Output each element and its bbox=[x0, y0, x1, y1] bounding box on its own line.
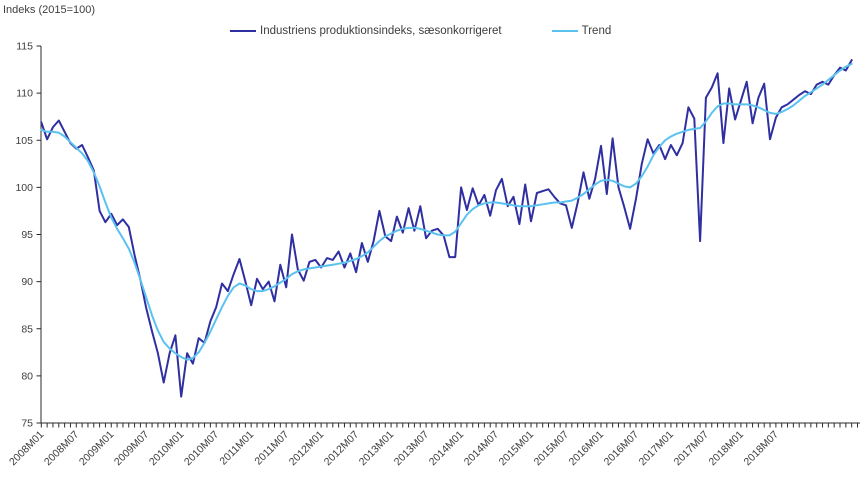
y-tick-label: 100 bbox=[15, 182, 33, 194]
x-tick-label: 2013M07 bbox=[392, 429, 432, 469]
legend-label-production-index: Industriens produktionsindeks, sæsonkorr… bbox=[260, 25, 502, 37]
x-tick-label: 2009M07 bbox=[112, 429, 152, 469]
x-tick-label: 2010M07 bbox=[182, 429, 222, 469]
x-tick-label: 2011M01 bbox=[217, 429, 256, 468]
x-tick-label: 2012M07 bbox=[322, 429, 362, 469]
y-tick-label: 75 bbox=[21, 418, 33, 430]
legend: Industriens produktionsindeks, sæsonkorr… bbox=[230, 25, 611, 37]
x-tick-label: 2008M07 bbox=[42, 429, 82, 469]
series-line-production-index bbox=[40, 59, 853, 398]
x-tick-label: 2018M07 bbox=[742, 429, 782, 469]
x-tick-label: 2018M01 bbox=[707, 429, 747, 469]
series-line-trend bbox=[40, 62, 853, 361]
y-tick-label: 115 bbox=[16, 41, 33, 53]
x-tick-label: 2016M01 bbox=[567, 429, 607, 469]
x-tick-label: 2010M01 bbox=[147, 429, 187, 469]
y-tick-label: 85 bbox=[21, 323, 33, 335]
x-tick-label: 2013M01 bbox=[357, 429, 397, 469]
x-tick-label: 2008M01 bbox=[7, 429, 47, 469]
y-tick-label: 105 bbox=[15, 135, 33, 147]
y-tick-label: 90 bbox=[21, 276, 33, 288]
x-tick-label: 2014M07 bbox=[462, 429, 502, 469]
x-tick-label: 2014M01 bbox=[427, 429, 467, 469]
x-tick-label: 2009M01 bbox=[77, 429, 117, 469]
x-tick-label: 2017M07 bbox=[672, 429, 712, 469]
legend-label-trend: Trend bbox=[581, 25, 612, 37]
x-tick-label: 2017M01 bbox=[637, 429, 677, 469]
y-tick-label: 80 bbox=[21, 370, 33, 382]
legend-item-production-index: Industriens produktionsindeks, sæsonkorr… bbox=[230, 25, 502, 37]
x-tick-label: 2015M01 bbox=[497, 429, 537, 469]
series-line-swatch-navy-icon bbox=[230, 30, 256, 32]
x-tick-label: 2012M01 bbox=[287, 429, 327, 469]
legend-item-trend: Trend bbox=[551, 25, 612, 37]
y-tick-label: 95 bbox=[21, 229, 33, 241]
x-tick-label: 2015M07 bbox=[532, 429, 572, 469]
x-tick-label: 2016M07 bbox=[602, 429, 642, 469]
y-axis-unit-label: Indeks (2015=100) bbox=[3, 4, 96, 16]
y-tick-label: 110 bbox=[16, 88, 33, 100]
series-line-swatch-cyan-icon bbox=[551, 30, 578, 32]
x-tick-label: 2011M07 bbox=[252, 429, 291, 468]
